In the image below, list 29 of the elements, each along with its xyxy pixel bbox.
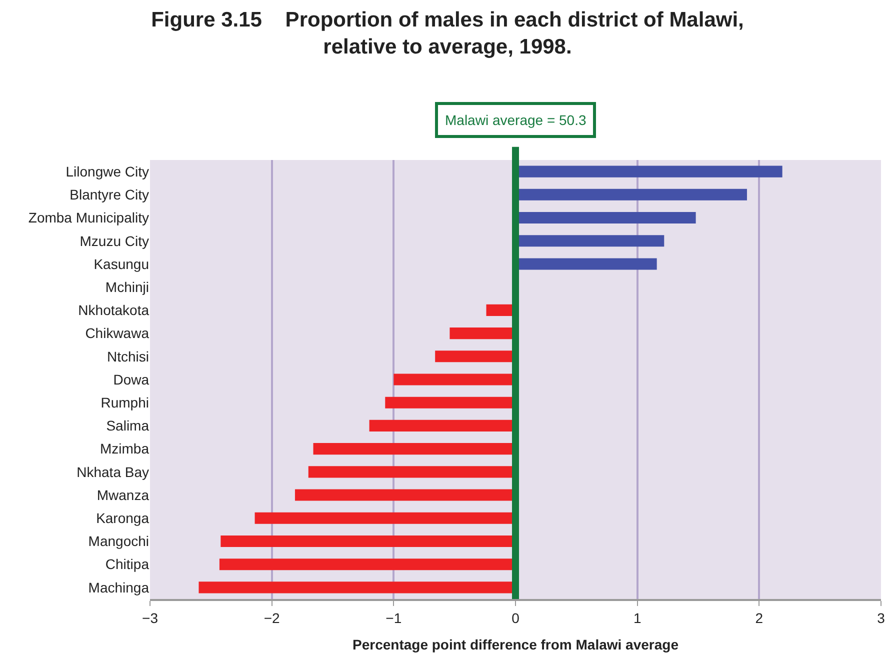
- y-tick-label: Ntchisi: [106, 348, 149, 364]
- y-tick-label: Karonga: [96, 510, 150, 526]
- text: Malawi average = 50.3: [445, 112, 586, 128]
- y-tick-label: Mzimba: [100, 440, 150, 457]
- y-tick-label: Zomba Municipality: [28, 210, 149, 226]
- y-tick-label: Lilongwe City: [66, 163, 149, 180]
- y-tick-label: Kasungu: [94, 256, 149, 272]
- x-tick-label: −3: [142, 610, 158, 626]
- x-tick-label: 0: [512, 610, 520, 626]
- y-tick-label: Mzuzu City: [80, 232, 149, 249]
- x-tick-label: 3: [877, 610, 886, 626]
- x-tick-label: 2: [755, 610, 764, 626]
- y-tick-label: Blantyre City: [70, 186, 149, 203]
- y-tick-label: Mchinji: [105, 278, 149, 295]
- y-tick-label: Dowa: [113, 371, 150, 388]
- x-tick-label: −2: [264, 610, 280, 626]
- x-tick-label: 1: [633, 610, 642, 626]
- x-tick-label: −1: [386, 610, 402, 626]
- chart-title: Figure 3.15 Proportion of males in each district of Malawi, relative to average, 1998.: [151, 8, 744, 59]
- y-tick-label: Chitipa: [105, 556, 150, 572]
- y-tick-label: Rumphi: [100, 394, 149, 411]
- y-tick-label: Nkhotakota: [78, 302, 150, 318]
- y-tick-label: Mwanza: [96, 486, 150, 503]
- y-tick-label: Machinga: [88, 579, 150, 596]
- y-tick-label: Nkhata Bay: [76, 464, 149, 480]
- x-axis-title: Percentage point difference from Malawi average: [352, 636, 679, 653]
- y-tick-label: Mangochi: [88, 533, 149, 550]
- y-tick-label: Chikwawa: [85, 325, 150, 342]
- y-tick-label: Salima: [106, 418, 150, 434]
